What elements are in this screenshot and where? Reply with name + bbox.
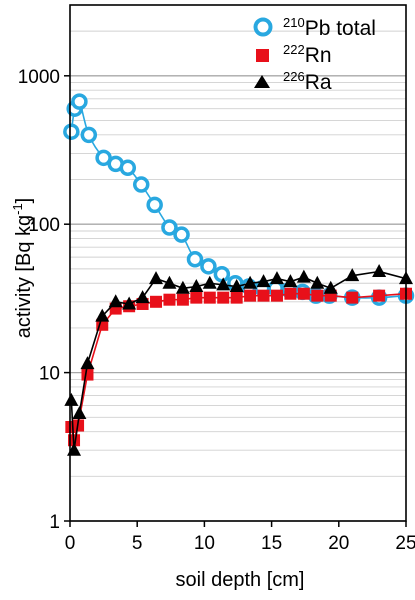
data-point-rn222 (346, 291, 359, 304)
data-point-rn222 (203, 291, 216, 304)
legend-marker-pb210 (253, 17, 273, 37)
legend-item-ra226: 226Ra (254, 69, 332, 94)
legend: 210Pb total 222Rn 226Ra (253, 15, 376, 94)
legend-label-rn222: 222Rn (283, 42, 332, 67)
data-point-ra226 (122, 296, 137, 310)
x-tick-label: 0 (65, 533, 76, 554)
data-point-ra226 (216, 277, 231, 291)
data-point-rn222 (297, 287, 310, 300)
plot-frame (69, 4, 407, 522)
legend-item-pb210: 210Pb total (253, 15, 376, 40)
data-point-rn222 (150, 295, 163, 308)
data-point-ra226 (310, 275, 325, 289)
data-point-pb210 (200, 258, 217, 275)
data-point-pb210 (71, 93, 88, 110)
gridlines (70, 4, 406, 522)
series-ra226 (64, 264, 413, 456)
x-tick-label: 15 (261, 533, 282, 554)
data-point-rn222 (176, 293, 189, 306)
data-point-ra226 (64, 392, 79, 406)
series-pb210 (63, 93, 415, 306)
data-point-rn222 (217, 291, 230, 304)
x-tick-label: 10 (194, 533, 215, 554)
data-point-rn222 (373, 289, 386, 302)
y-tick-label: 10 (39, 364, 60, 385)
legend-marker-ra226 (254, 75, 270, 88)
data-point-ra226 (175, 280, 190, 294)
legend-label-ra226: 226Ra (283, 69, 332, 94)
data-point-pb210 (119, 159, 137, 177)
data-point-ra226 (202, 275, 217, 289)
data-point-ra226 (323, 280, 338, 294)
data-point-ra226 (80, 356, 95, 370)
data-point-rn222 (270, 289, 283, 302)
legend-marker-rn222 (256, 49, 269, 62)
data-point-pb210 (213, 265, 231, 283)
data-point-ra226 (95, 308, 110, 322)
y-tick-label: 100 (28, 215, 60, 236)
x-axis-title: soil depth [cm] (176, 569, 305, 591)
data-point-ra226 (269, 271, 284, 285)
x-tick-label: 20 (328, 533, 349, 554)
x-tick-label: 5 (132, 533, 143, 554)
data-point-ra226 (283, 274, 298, 288)
data-point-pb210 (173, 226, 190, 243)
legend-item-rn222: 222Rn (256, 42, 332, 67)
data-point-rn222 (244, 289, 257, 302)
y-axis-title: activity [Bq kg-1] (10, 198, 35, 339)
data-point-pb210 (186, 251, 204, 268)
data-point-ra226 (135, 290, 150, 304)
data-point-rn222 (190, 291, 203, 304)
data-point-pb210 (63, 123, 80, 140)
data-point-rn222 (284, 287, 297, 300)
data-point-ra226 (256, 274, 271, 288)
data-point-ra226 (345, 268, 360, 282)
series-line-pb210 (70, 99, 407, 299)
y-tick-label: 1000 (18, 67, 60, 88)
series-layer (63, 93, 415, 456)
data-point-pb210 (132, 176, 150, 193)
data-point-rn222 (311, 289, 324, 302)
series-line-rn222 (70, 292, 407, 441)
data-point-ra226 (162, 275, 177, 289)
data-point-rn222 (81, 368, 94, 381)
data-point-ra226 (189, 279, 204, 293)
data-point-ra226 (243, 275, 258, 289)
data-point-ra226 (72, 406, 87, 420)
x-tick-label: 25 (395, 533, 415, 554)
data-point-ra226 (296, 269, 311, 283)
data-point-pb210 (146, 196, 163, 214)
data-point-rn222 (163, 293, 176, 306)
data-point-ra226 (149, 271, 164, 285)
data-point-ra226 (108, 294, 123, 308)
series-rn222 (65, 287, 412, 447)
data-point-ra226 (229, 279, 244, 293)
y-tick-label: 1 (49, 512, 60, 533)
data-point-rn222 (257, 289, 270, 302)
legend-label-pb210: 210Pb total (283, 15, 376, 40)
data-point-rn222 (230, 291, 243, 304)
data-point-ra226 (372, 264, 387, 278)
data-point-pb210 (161, 219, 178, 236)
data-point-pb210 (80, 126, 98, 144)
axis-ticks: 1 10 100 1000 0 5 10 15 20 25 (18, 67, 415, 554)
